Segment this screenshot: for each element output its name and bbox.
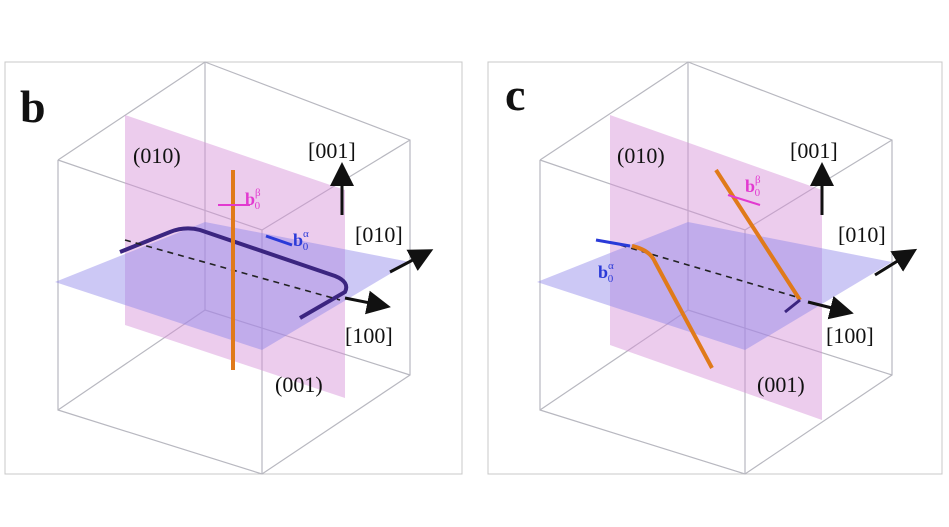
burgers-label: bβ 0 <box>745 174 761 199</box>
panel-b: b (010) (001) [001] [010] [100] bβ 0 bα 0 <box>4 61 463 475</box>
direction-label: [010] <box>355 222 403 247</box>
burgers-alpha-mark <box>265 234 293 247</box>
burgers-label: bα 0 <box>293 228 309 253</box>
panel-label: c <box>505 69 525 120</box>
arrow-100 <box>344 290 391 315</box>
plane-label: (010) <box>133 143 181 168</box>
cube <box>539 61 893 475</box>
sub: 0 <box>755 187 761 199</box>
sup: α <box>303 228 309 240</box>
b: b <box>598 262 608 282</box>
plane-label: (010) <box>617 143 665 168</box>
sub: 0 <box>608 273 614 285</box>
b: b <box>293 230 303 250</box>
sub: 0 <box>303 241 309 253</box>
sup: β <box>755 174 761 186</box>
sup: β <box>255 187 261 199</box>
plane-010 <box>610 115 822 420</box>
plane-label: (001) <box>275 372 323 397</box>
direction-label: [001] <box>790 138 838 163</box>
panel-frame <box>487 61 943 475</box>
sup: α <box>608 260 614 272</box>
b: b <box>245 189 255 209</box>
dislocation <box>631 244 714 369</box>
direction-label: [100] <box>826 323 874 348</box>
dislocation-loop <box>119 226 349 320</box>
plane-label: (001) <box>757 372 805 397</box>
direction-label: [100] <box>345 323 393 348</box>
burgers-beta-mark <box>727 194 761 206</box>
panel-label: b <box>20 81 46 132</box>
b: b <box>745 176 755 196</box>
segment <box>784 298 801 314</box>
sub: 0 <box>255 200 261 212</box>
panel-frame <box>4 61 463 475</box>
direction-label: [010] <box>838 222 886 247</box>
arrow-010 <box>389 249 434 274</box>
arrow-010 <box>874 248 918 277</box>
cube <box>57 61 411 475</box>
burgers-alpha-mark <box>595 238 631 248</box>
plane-001 <box>537 222 892 350</box>
burgers-label: bα 0 <box>598 260 614 285</box>
direction-label: [001] <box>308 138 356 163</box>
dislocation <box>714 168 802 302</box>
panel-c: c (010) (001) [001] [010] [100] bβ 0 bα 0 <box>487 61 943 475</box>
arrow-100 <box>807 295 854 320</box>
burgers-label: bβ 0 <box>245 187 261 212</box>
